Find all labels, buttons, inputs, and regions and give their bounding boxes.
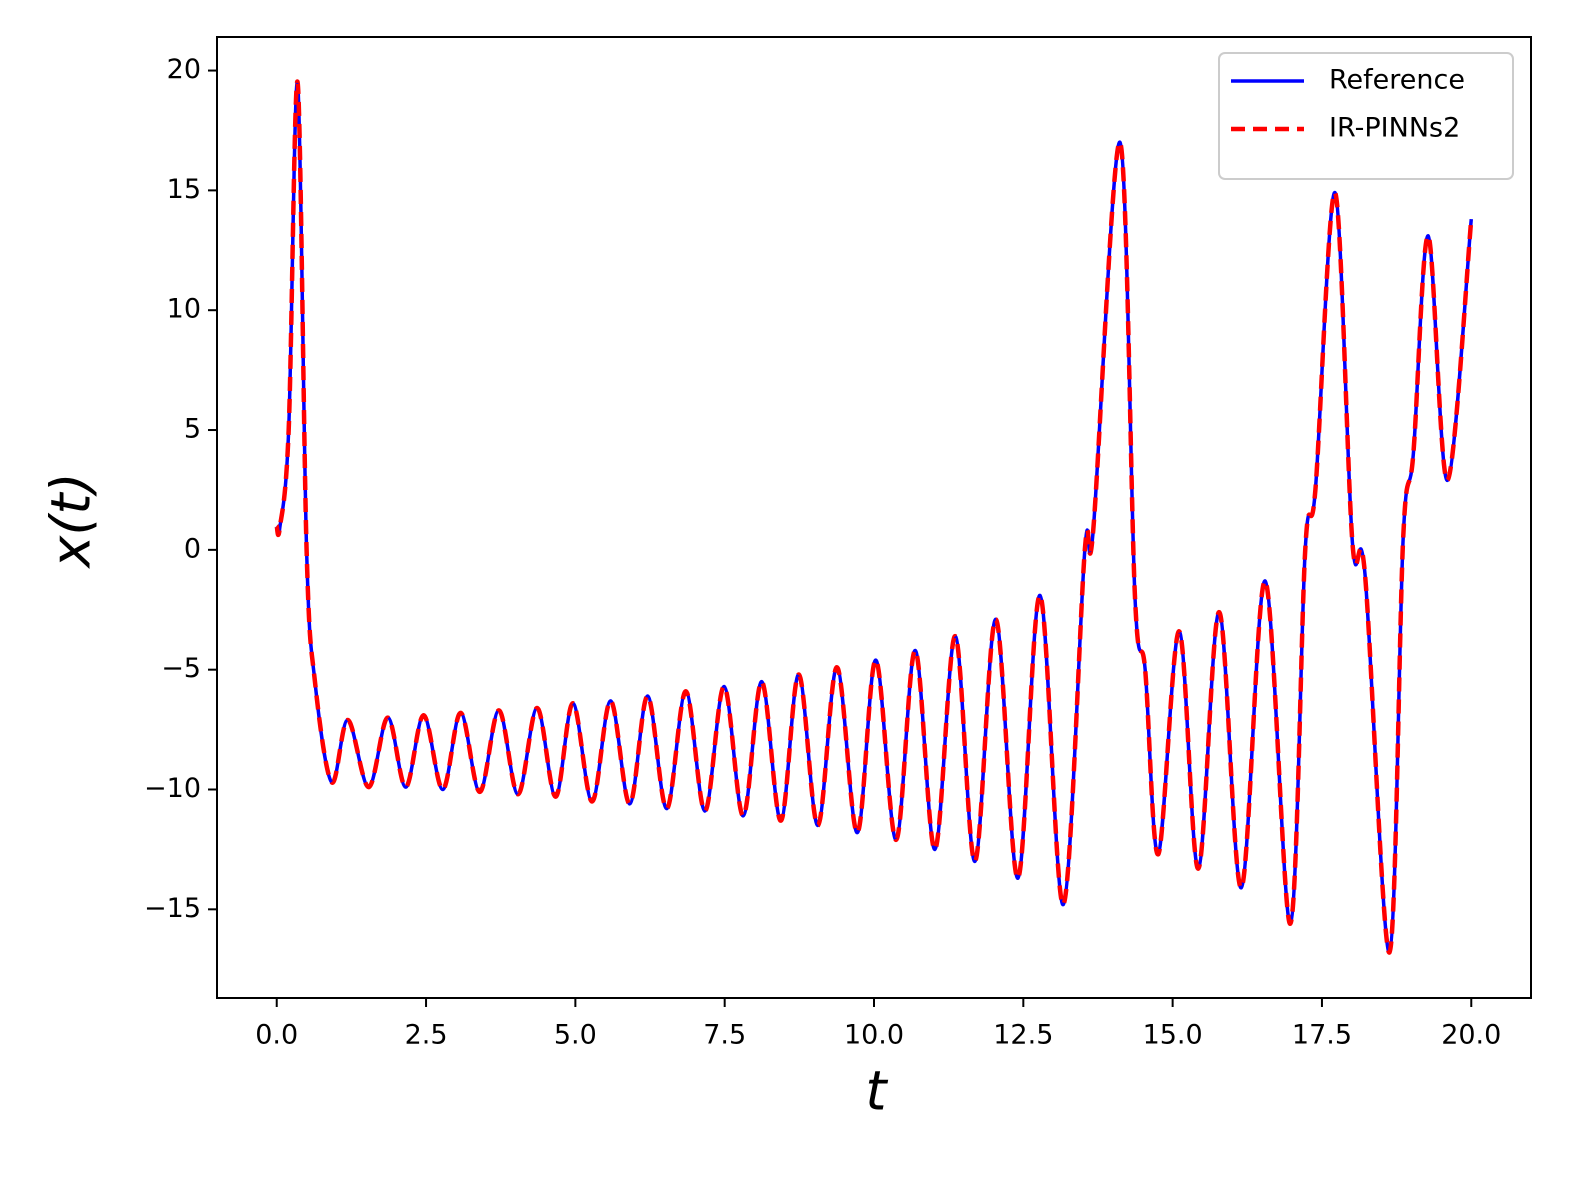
y-tick-label: 15 <box>167 174 201 205</box>
y-tick-label: 10 <box>167 294 201 325</box>
x-tick-label: 15.0 <box>1143 1020 1203 1051</box>
x-tick-label: 5.0 <box>554 1020 597 1051</box>
y-tick-label: 0 <box>184 533 201 564</box>
legend-box <box>1218 52 1514 180</box>
x-tick-label: 20.0 <box>1441 1020 1501 1051</box>
x-tick-label: 12.5 <box>993 1020 1053 1051</box>
x-tick-label: 10.0 <box>844 1020 904 1051</box>
x-tick-label: 17.5 <box>1292 1020 1352 1051</box>
y-tick-label: 20 <box>167 54 201 85</box>
plot-frame <box>216 36 1532 999</box>
x-tick-label: 0.0 <box>255 1020 298 1051</box>
y-tick-label: −10 <box>144 773 201 804</box>
y-tick-label: 5 <box>184 414 201 445</box>
x-tick-label: 7.5 <box>703 1020 746 1051</box>
y-tick-label: −5 <box>161 653 201 684</box>
series-line <box>274 80 1474 955</box>
x-axis-label: t <box>865 1060 888 1123</box>
y-axis-label: x(t) <box>40 472 103 569</box>
y-tick-label: −15 <box>144 893 201 924</box>
legend: Reference IR-PINNs2 <box>1218 52 1514 180</box>
legend-label: IR-PINNs2 <box>1329 113 1460 144</box>
series-line <box>274 79 1474 955</box>
x-tick-label: 2.5 <box>405 1020 448 1051</box>
legend-label: Reference <box>1329 65 1465 96</box>
